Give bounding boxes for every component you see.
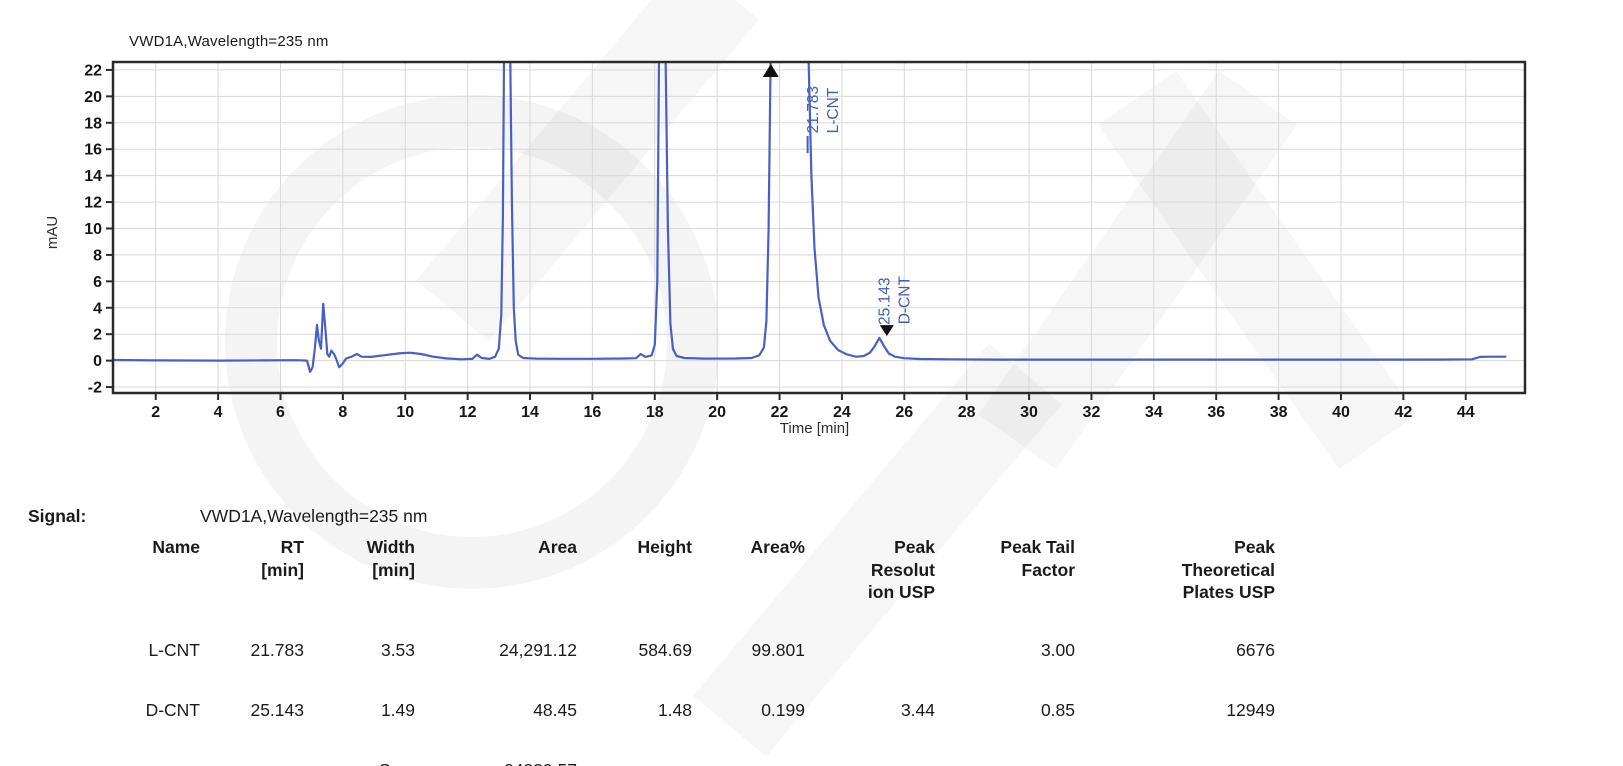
- x-tick-label: 10: [396, 404, 414, 421]
- column-header: Peak Resolut ion USP: [867, 537, 935, 602]
- x-tick-label: 32: [1083, 404, 1101, 421]
- x-tick-label: 42: [1394, 404, 1412, 421]
- x-tick-label: 34: [1145, 404, 1163, 421]
- y-tick-label: 10: [84, 221, 102, 238]
- y-tick-label: 22: [84, 62, 102, 79]
- peak-value-cell: 6676: [1236, 640, 1275, 660]
- peak-marker-triangle-up: [762, 64, 779, 77]
- x-tick-label: 22: [771, 404, 789, 421]
- y-tick-label: 0: [93, 353, 102, 370]
- x-tick-label: 36: [1207, 404, 1225, 421]
- column-header: Width [min]: [366, 537, 415, 580]
- peak-value-cell: 1.48: [657, 700, 692, 720]
- peak-value-cell: [692, 738, 805, 766]
- y-tick-label: 16: [84, 142, 102, 159]
- chart-title: VWD1A,Wavelength=235 nm: [129, 33, 329, 50]
- signal-trace: [113, 62, 1507, 373]
- peak-table-row: L-CNT 21.783 3.53 24,291.12 584.69 99.801 3.00…: [112, 618, 1275, 678]
- x-tick-label: 30: [1020, 404, 1038, 421]
- column-header: Height: [637, 537, 692, 557]
- peak-value-cell: [805, 738, 935, 766]
- x-tick-label: 8: [338, 404, 347, 421]
- peak-value-cell: [1075, 738, 1275, 766]
- y-tick-label: 4: [93, 300, 102, 317]
- x-tick-label: 28: [958, 404, 976, 421]
- x-tick-label: 38: [1270, 404, 1288, 421]
- x-tick-label: 12: [459, 404, 477, 421]
- peak-name-cell: L-CNT: [148, 640, 200, 660]
- y-tick-label: 8: [93, 247, 102, 264]
- signal-value: VWD1A,Wavelength=235 nm: [200, 506, 428, 526]
- peak-value-cell: 21.783: [250, 640, 304, 660]
- peak-value-cell: 24,291.12: [499, 640, 577, 660]
- y-tick-label: 12: [84, 195, 102, 212]
- x-tick-label: 40: [1332, 404, 1350, 421]
- column-header: Area%: [750, 537, 805, 557]
- column-header: RT [min]: [261, 537, 304, 580]
- peak-value-cell: [805, 618, 935, 678]
- column-header: Name: [152, 537, 200, 557]
- x-tick-label: 20: [708, 404, 726, 421]
- peak-name-cell: [112, 738, 200, 766]
- peak-value-cell: 3.00: [1040, 640, 1075, 660]
- peak-value-cell: 48.45: [533, 700, 577, 720]
- column-header: Peak Tail Factor: [1000, 537, 1075, 580]
- chromatogram-plot: 2 4 6 8 10 12 14 16 18 20 22 24 26 28 30 32 34 36 38 40 42 44…: [84, 60, 1527, 421]
- peak-name-label: D-CNT: [897, 276, 914, 325]
- peak-value-cell: 24339.57: [415, 738, 577, 766]
- peak-value-cell: Sum: [304, 738, 415, 766]
- x-axis-label-text: Time [min]: [779, 420, 850, 437]
- x-tick-label: 4: [214, 404, 223, 421]
- y-tick-label: 2: [93, 327, 102, 344]
- y-tick-label: 14: [84, 168, 102, 185]
- peak-table-sum-row: Sum24339.57: [112, 738, 1275, 766]
- peak-table-row: D-CNT 25.143 1.49 48.45 1.48 0.199 3.44 0.85 129…: [112, 678, 1275, 738]
- x-tick-label: 26: [895, 404, 913, 421]
- peak-value-cell: 584.69: [638, 640, 692, 660]
- peak-value-cell: 1.49: [380, 700, 415, 720]
- y-tick-label: 20: [84, 89, 102, 106]
- peak-value-cell: [935, 738, 1075, 766]
- x-tick-label: 24: [833, 404, 851, 421]
- x-tick-label: 18: [646, 404, 664, 421]
- x-tick-label: 44: [1457, 404, 1475, 421]
- x-tick-label: 6: [276, 404, 285, 421]
- peak-value-cell: 12949: [1226, 700, 1275, 720]
- peak-marker-triangle-down: [879, 325, 894, 337]
- x-tick-label: 14: [521, 404, 539, 421]
- x-tick-label: 16: [584, 404, 602, 421]
- x-axis-label: Time [min]: [0, 420, 1623, 437]
- y-tick-label: -2: [88, 380, 102, 397]
- peak-name-cell: D-CNT: [145, 700, 200, 720]
- peak-value-cell: [200, 738, 304, 766]
- peak-value-cell: [577, 738, 692, 766]
- peak-value-cell: 0.199: [761, 700, 805, 720]
- column-header: Area: [538, 537, 577, 557]
- peak-name-label: L-CNT: [825, 87, 842, 133]
- y-tick-label: 6: [93, 274, 102, 291]
- peak-rt-label: 21.783: [805, 86, 822, 133]
- column-header: Peak Theoretical Plates USP: [1181, 537, 1275, 602]
- signal-label: Signal:: [28, 506, 87, 526]
- peak-rt-label: 25.143: [877, 278, 894, 325]
- peak-value-cell: 3.53: [380, 640, 415, 660]
- peak-value-cell: 25.143: [250, 700, 304, 720]
- peak-value-cell: 0.85: [1040, 700, 1075, 720]
- peak-table-header-row: Name RT [min] Width [min] Area Height Area% Peak…: [112, 536, 1275, 618]
- x-tick-label: 2: [151, 404, 160, 421]
- peak-results-table: Name RT [min] Width [min] Area Height Area% Peak…: [112, 536, 1275, 766]
- y-tick-label: 18: [84, 115, 102, 132]
- peak-value-cell: 3.44: [900, 700, 935, 720]
- peak-value-cell: 99.801: [751, 640, 805, 660]
- signal-row: Signal: VWD1A,Wavelength=235 nm: [28, 506, 427, 527]
